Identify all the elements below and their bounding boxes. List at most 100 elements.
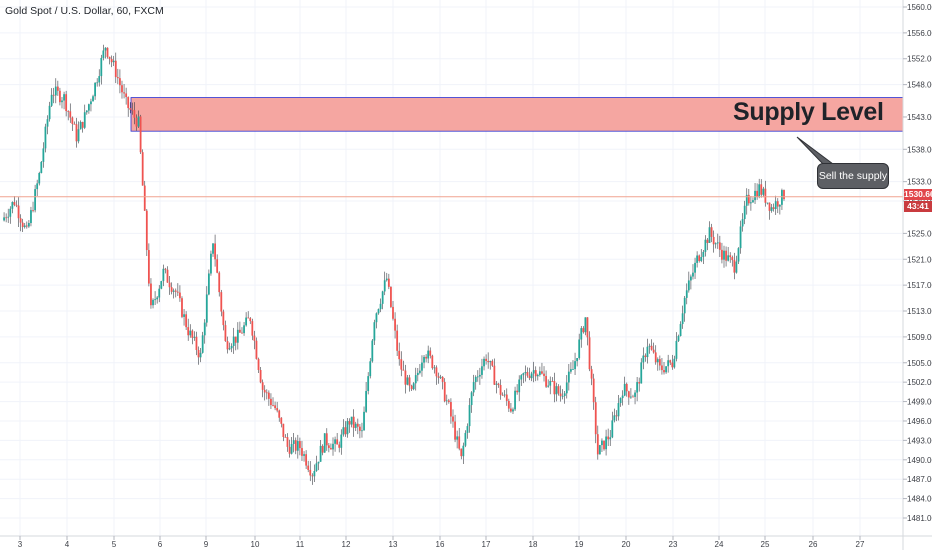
candle-body [741, 219, 744, 227]
candle-body [346, 421, 349, 435]
candle-body [499, 384, 502, 395]
candle-body [193, 336, 196, 338]
candle-body [433, 367, 436, 369]
time-tick-label: 12 [342, 540, 351, 549]
candle-body [239, 329, 241, 333]
candle-body [497, 383, 500, 385]
candle-body [267, 392, 270, 399]
candle-body [280, 417, 283, 424]
candle-body [625, 383, 628, 392]
candle-body [216, 259, 219, 273]
candle-body [17, 205, 20, 219]
candle-body [547, 385, 550, 387]
candle-body [505, 394, 508, 401]
candle-body [663, 370, 665, 373]
candle-body [592, 378, 595, 403]
candle-body [135, 117, 138, 127]
candle-body [114, 60, 117, 78]
candle-body [466, 426, 469, 433]
sell-the-supply-callout[interactable]: Sell the supply [817, 163, 889, 189]
candle-body [30, 210, 32, 224]
candle-body [721, 249, 723, 260]
candle-body [358, 426, 361, 431]
candle-body [661, 365, 663, 371]
price-tick-label: 1490.00 [907, 456, 932, 465]
candle-body [141, 152, 144, 186]
candle-body [170, 287, 173, 292]
candle-body [387, 278, 390, 287]
candle-body [106, 47, 109, 57]
candle-body [462, 445, 465, 457]
candle-body [460, 448, 463, 457]
candle-body [168, 282, 171, 288]
candle-body [48, 105, 51, 120]
candle-body [634, 392, 636, 397]
time-tick-label: 3 [18, 540, 23, 549]
candle-body [214, 243, 216, 260]
candle-body [21, 222, 24, 228]
candle-body [598, 445, 601, 455]
candle-body [549, 380, 552, 386]
candle-body [369, 361, 372, 377]
candle-body [59, 90, 61, 103]
candle-body [54, 86, 57, 96]
candle-body [236, 329, 239, 343]
candle-body [307, 465, 310, 470]
candle-body [152, 299, 154, 306]
time-tick-label: 19 [575, 540, 584, 549]
candle-body [27, 223, 30, 227]
candle-body [489, 360, 492, 363]
candle-body [410, 385, 413, 390]
candle-body [197, 350, 200, 358]
candle-body [727, 255, 730, 261]
price-tick-label: 1538.00 [907, 145, 932, 154]
candle-body [487, 360, 490, 363]
candle-body [321, 445, 324, 453]
price-tick-label: 1556.00 [907, 29, 932, 38]
candle-body [311, 475, 314, 477]
candle-body [644, 355, 647, 358]
candle-body [183, 314, 185, 317]
candle-body [520, 375, 523, 380]
candle-body [361, 430, 363, 432]
candle-body [42, 148, 45, 162]
candle-body [555, 386, 558, 395]
candle-body [102, 50, 105, 58]
candle-body [503, 394, 506, 396]
candle-body [605, 436, 607, 450]
candle-body [288, 446, 291, 454]
candle-body [770, 207, 773, 211]
current-price-tag: 1530.66 [904, 189, 932, 200]
time-axis[interactable]: 3 4 5 6 9 10 11 12 13 16 17 18 19 20 23 24 25 26 27 [18, 536, 865, 549]
candle-body [338, 444, 341, 448]
candle-body [270, 398, 272, 406]
candle-body [396, 330, 399, 351]
candle-body [67, 111, 70, 112]
candle-body [423, 356, 425, 363]
candle-body [665, 366, 667, 373]
price-tick-label: 1487.00 [907, 475, 932, 484]
candle-body [251, 321, 254, 336]
candle-body [607, 436, 610, 440]
candle-body [65, 94, 68, 112]
candle-body [121, 85, 123, 93]
candle-body [383, 280, 386, 292]
candle-body [778, 204, 781, 207]
candle-body [735, 261, 738, 273]
price-tick-label: 1521.00 [907, 255, 932, 264]
candle-body [700, 257, 703, 261]
candle-body [507, 400, 510, 409]
candle-body [731, 257, 734, 261]
candle-body [131, 109, 134, 111]
candle-body [690, 276, 692, 281]
candle-body [276, 408, 279, 411]
candle-body [404, 370, 407, 385]
candle-body [640, 362, 643, 384]
candle-body [621, 395, 624, 399]
candle-body [501, 394, 504, 396]
candle-body [563, 393, 566, 396]
candle-body [586, 317, 589, 338]
candle-body [19, 218, 22, 223]
